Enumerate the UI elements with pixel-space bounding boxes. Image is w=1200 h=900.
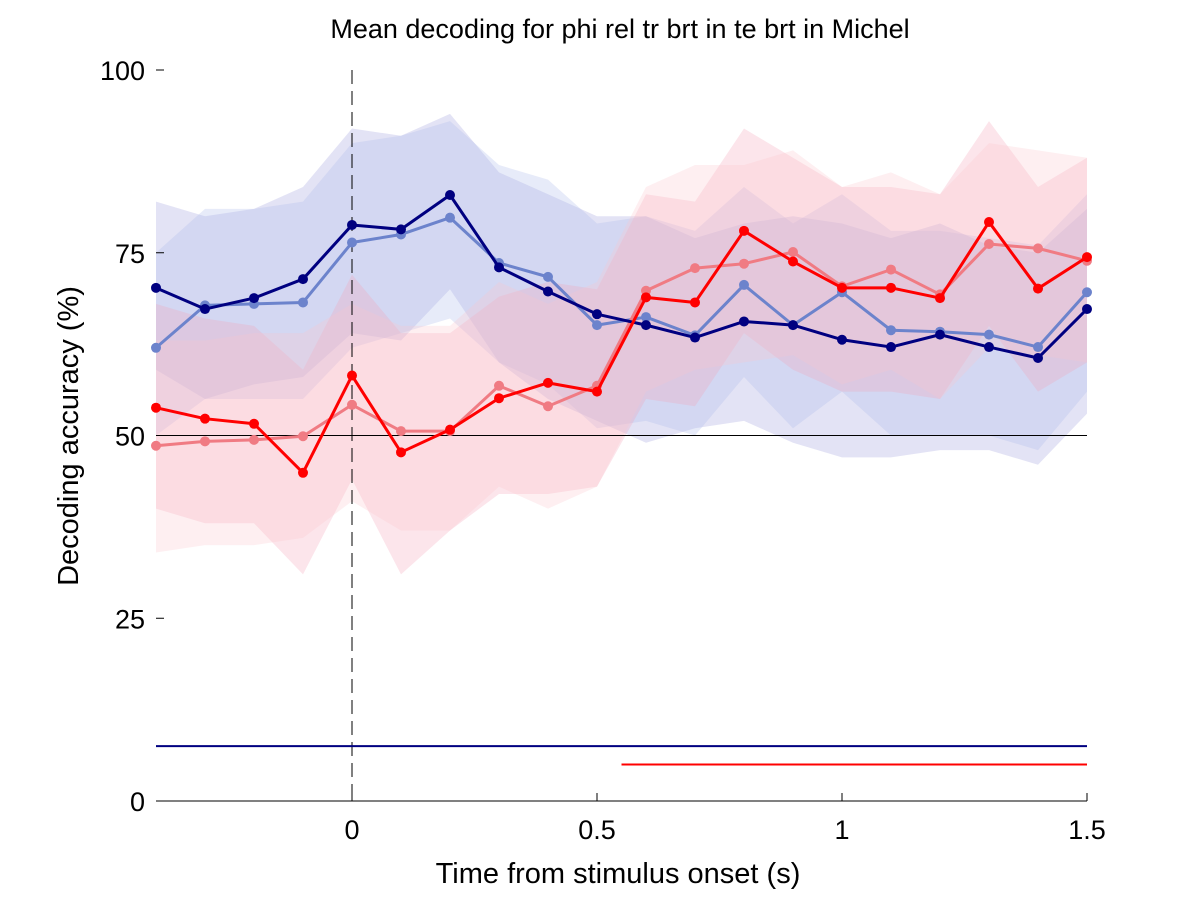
data-point-1-14	[788, 320, 798, 331]
data-point-4-12	[690, 263, 700, 274]
data-point-2-5	[347, 237, 357, 248]
data-point-3-10	[592, 386, 602, 397]
data-point-3-14	[788, 256, 798, 267]
data-point-1-3	[249, 293, 259, 304]
data-point-2-19	[1033, 342, 1043, 353]
data-point-2-11	[641, 312, 651, 323]
data-point-3-4	[298, 467, 308, 478]
data-point-1-8	[494, 262, 504, 273]
series-line-4	[155, 242, 1088, 448]
data-point-2-9	[543, 271, 553, 282]
data-point-3-3	[249, 418, 259, 429]
data-point-3-12	[690, 297, 700, 308]
data-point-1-16	[886, 342, 896, 353]
data-point-2-18	[984, 329, 994, 340]
axes: 0 0.5 1 1.5 0 25 50 75 100	[100, 56, 1106, 845]
y-tick-label-4: 75	[115, 239, 145, 269]
data-point-2-7	[445, 212, 455, 223]
data-point-1-12	[690, 332, 700, 343]
data-point-3-9	[543, 377, 553, 388]
data-point-3-1	[151, 402, 161, 413]
data-point-3-20	[1082, 252, 1092, 263]
data-point-4-1	[151, 440, 161, 451]
data-point-1-2	[200, 304, 210, 315]
data-point-2-20	[1082, 287, 1092, 298]
data-point-4-16	[886, 264, 896, 275]
x-tick-label-2: 0.5	[578, 815, 616, 845]
data-point-4-18	[984, 238, 994, 249]
data-point-3-18	[984, 217, 994, 228]
data-point-4-3	[249, 434, 259, 445]
reference-lines	[156, 70, 1087, 801]
data-point-1-15	[837, 334, 847, 345]
data-point-3-11	[641, 292, 651, 303]
confidence-band-3	[156, 121, 1087, 575]
data-point-1-13	[739, 316, 749, 327]
confidence-band-2	[156, 121, 1087, 451]
data-point-1-19	[1033, 353, 1043, 364]
data-point-3-17	[935, 293, 945, 304]
data-point-3-2	[200, 413, 210, 424]
confidence-band-4	[156, 143, 1087, 553]
y-tick-label-2: 25	[115, 604, 145, 634]
data-point-3-5	[347, 370, 357, 381]
series-line-3	[155, 220, 1088, 475]
data-point-2-13	[739, 279, 749, 290]
data-point-4-6	[396, 426, 406, 437]
data-point-3-7	[445, 424, 455, 435]
y-tick-label-1: 0	[130, 787, 145, 817]
x-tick-label-3: 1	[834, 815, 849, 845]
data-point-4-14	[788, 247, 798, 258]
data-point-1-11	[641, 320, 651, 331]
data-point-1-9	[543, 286, 553, 297]
data-point-1-10	[592, 309, 602, 320]
data-point-4-4	[298, 431, 308, 442]
data-point-3-8	[494, 393, 504, 404]
data-point-4-19	[1033, 243, 1043, 254]
data-point-2-1	[151, 342, 161, 353]
data-point-4-8	[494, 380, 504, 391]
data-point-3-16	[886, 282, 896, 293]
confidence-band-1	[156, 113, 1087, 465]
data-point-1-1	[151, 282, 161, 293]
chart-title: Mean decoding for phi rel tr brt in te b…	[330, 14, 909, 44]
data-point-2-16	[886, 325, 896, 336]
data-point-4-2	[200, 436, 210, 447]
x-axis-label: Time from stimulus onset (s)	[436, 858, 801, 890]
y-tick-label-3: 50	[115, 422, 145, 452]
data-point-1-4	[298, 274, 308, 285]
data-point-2-4	[298, 297, 308, 308]
data-point-4-13	[739, 258, 749, 269]
data-point-3-19	[1033, 283, 1043, 294]
data-point-4-9	[543, 401, 553, 412]
y-axis-label: Decoding accuracy (%)	[53, 286, 85, 586]
data-point-1-5	[347, 219, 357, 230]
data-point-1-18	[984, 342, 994, 353]
significance-bars	[156, 745, 1087, 766]
data-point-1-17	[935, 329, 945, 340]
confidence-bands	[156, 113, 1087, 575]
data-point-3-15	[837, 282, 847, 293]
data-point-3-6	[396, 447, 406, 458]
series-lines	[151, 190, 1092, 478]
data-point-2-10	[592, 320, 602, 331]
x-tick-label-4: 1.5	[1068, 815, 1106, 845]
x-tick-label-1: 0	[344, 815, 359, 845]
data-point-4-5	[347, 399, 357, 410]
y-tick-label-5: 100	[100, 56, 145, 86]
data-point-1-20	[1082, 304, 1092, 315]
series-line-1	[155, 193, 1089, 360]
data-point-3-13	[739, 225, 749, 236]
data-point-1-7	[445, 190, 455, 201]
data-point-1-6	[396, 224, 406, 235]
